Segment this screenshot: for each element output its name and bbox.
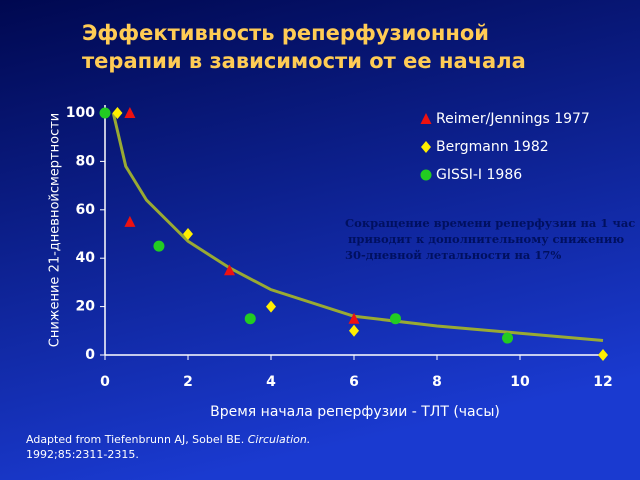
triangle-marker	[124, 215, 136, 227]
y-axis-label: Снижение 21-дневнойсмертности	[48, 113, 63, 348]
x-axis-label: Время начала реперфузии - ТЛТ (часы)	[210, 404, 500, 420]
trend-line	[111, 112, 604, 342]
circle-marker	[244, 313, 256, 325]
source: Adapted from Tiefenbrunn AJ, Sobel BE. C…	[26, 433, 310, 446]
x-tick-label: 4	[266, 374, 276, 390]
legend-label: GISSI-I 1986	[436, 167, 522, 183]
x-tick-label: 6	[349, 374, 359, 390]
legend-label: Bergmann 1982	[436, 139, 549, 155]
annotation-line: приводит к дополнительному снижению	[348, 232, 624, 246]
circle-marker	[99, 107, 111, 119]
annotation-line: 30-дневной летальности на 17%	[345, 248, 561, 262]
circle-marker	[420, 169, 432, 181]
diamond-marker	[112, 107, 123, 119]
x-tick-label: 0	[100, 374, 110, 390]
source-journal: Circulation.	[248, 433, 311, 446]
y-tick-label: 80	[76, 153, 96, 169]
x-tick-label: 12	[593, 374, 612, 390]
y-tick-label: 0	[85, 347, 95, 363]
title-line: терапии в зависимости от ее начала	[82, 49, 526, 73]
y-tick-label: 20	[76, 299, 96, 315]
annotation-line: Сокращение времени реперфузии на 1 час	[345, 216, 635, 230]
diamond-marker	[421, 141, 431, 153]
triangle-marker	[420, 113, 432, 124]
diamond-marker	[183, 228, 193, 240]
x-tick-label: 8	[432, 374, 442, 390]
x-tick-label: 10	[510, 374, 530, 390]
circle-marker	[502, 332, 514, 344]
y-tick-label: 40	[76, 250, 96, 266]
y-tick-label: 100	[66, 105, 95, 121]
diamond-marker	[598, 349, 608, 361]
triangle-marker	[124, 107, 136, 118]
x-tick-label: 2	[183, 374, 193, 390]
circle-marker	[153, 240, 165, 252]
triangle-marker	[224, 264, 235, 276]
title-line: Эффективность реперфузионной	[82, 21, 489, 45]
circle-marker	[390, 313, 401, 325]
diamond-marker	[266, 300, 276, 313]
legend-label: Reimer/Jennings 1977	[436, 111, 590, 127]
triangle-marker	[348, 312, 360, 324]
source-text: Adapted from Tiefenbrunn AJ, Sobel BE.	[26, 433, 248, 446]
source-text: 1992;85:2311-2315.	[26, 448, 139, 461]
diamond-marker	[349, 324, 359, 337]
y-tick-label: 60	[76, 202, 96, 218]
